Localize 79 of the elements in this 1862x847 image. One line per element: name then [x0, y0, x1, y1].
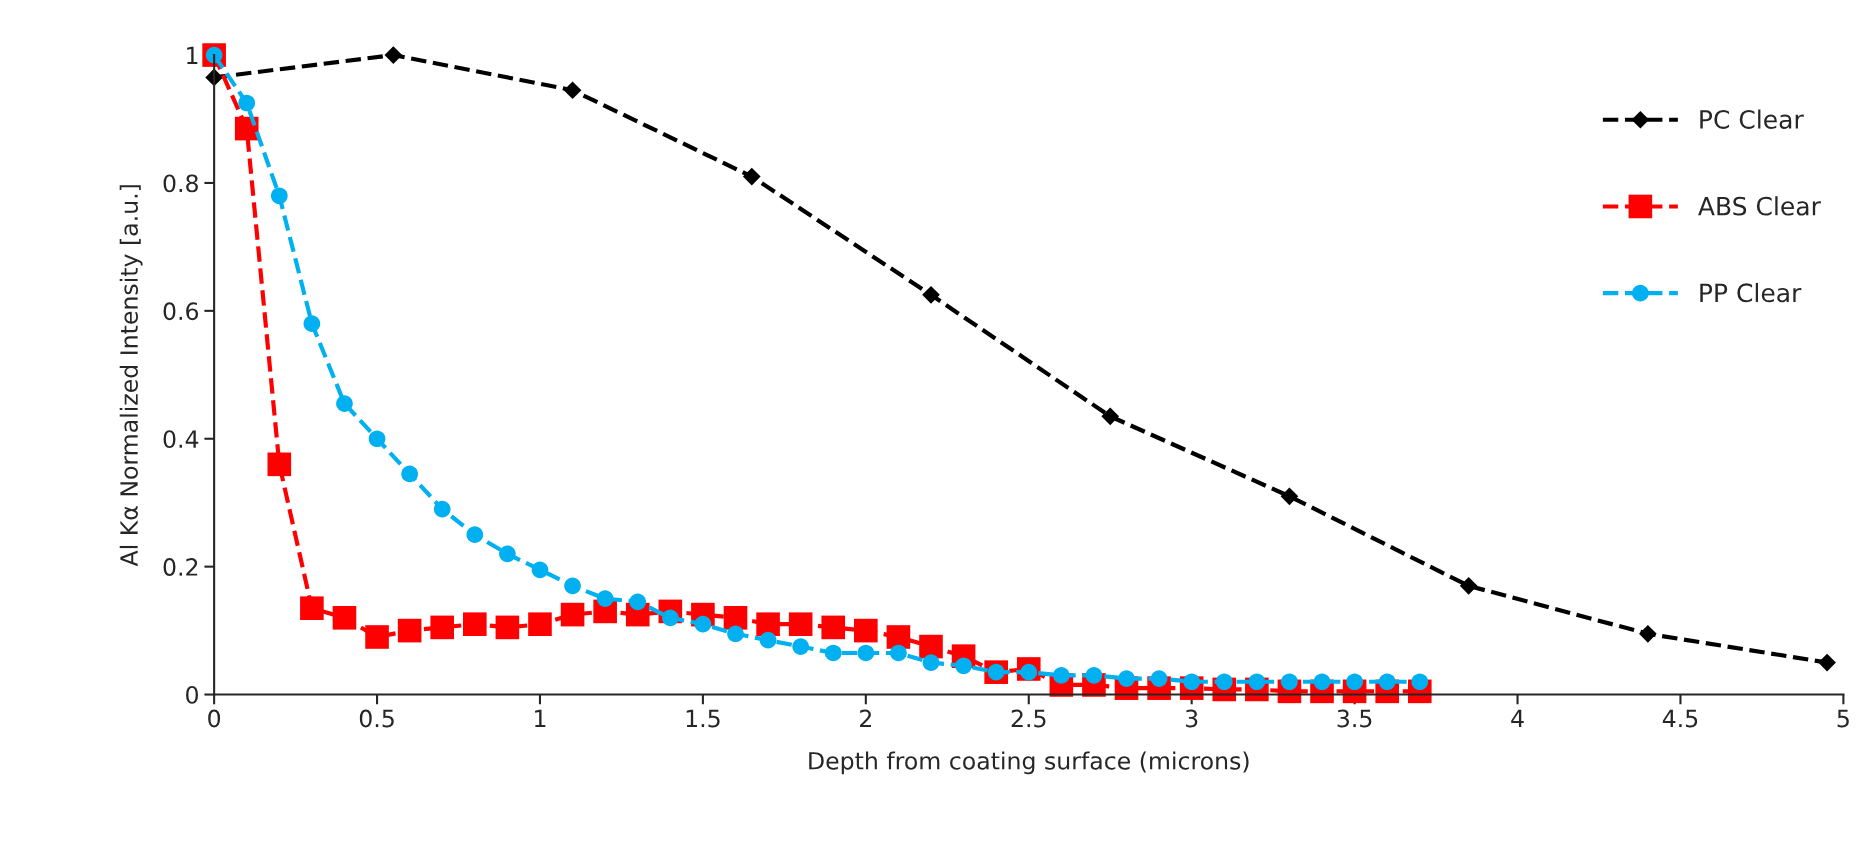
point	[430, 615, 455, 640]
point	[922, 654, 940, 671]
point	[694, 615, 712, 633]
point	[788, 612, 813, 636]
point	[1118, 670, 1135, 687]
point	[433, 500, 451, 518]
point	[1411, 673, 1429, 691]
point	[531, 561, 549, 579]
point	[300, 596, 324, 621]
point	[824, 644, 842, 662]
point	[854, 618, 878, 643]
point	[742, 167, 761, 186]
x-tick-label: 0	[208, 709, 221, 728]
x-tick-label: 5	[1837, 709, 1849, 728]
point	[922, 286, 940, 304]
point	[365, 625, 389, 649]
y-tick-label: 0	[186, 685, 198, 704]
point	[890, 644, 907, 662]
point	[267, 452, 292, 477]
point	[919, 634, 943, 659]
point	[270, 187, 288, 205]
point	[499, 545, 516, 563]
point	[723, 606, 748, 630]
point	[596, 590, 614, 607]
legend-label: PC Clear	[1700, 109, 1804, 129]
point	[564, 577, 581, 595]
point	[238, 94, 256, 112]
x-tick-label: 2.5	[1011, 709, 1046, 728]
point	[1150, 670, 1168, 687]
point	[466, 526, 484, 543]
point	[303, 315, 321, 332]
point	[629, 593, 647, 611]
y-tick-label: 0.6	[163, 302, 199, 321]
point	[886, 625, 911, 649]
point	[384, 46, 403, 64]
point	[1280, 487, 1299, 506]
point	[368, 430, 386, 448]
x-tick-label: 3	[1185, 709, 1198, 728]
point	[857, 644, 875, 662]
y-tick-label: 0.4	[163, 430, 199, 449]
point	[759, 631, 777, 649]
point	[1085, 667, 1103, 684]
point	[1346, 673, 1363, 691]
y-tick-label: 0.8	[163, 174, 198, 193]
point	[727, 625, 744, 643]
x-tick-label: 1	[535, 709, 546, 728]
x-tick-label: 3.5	[1337, 709, 1372, 728]
x-tick-label: 2	[860, 709, 871, 728]
point	[1101, 407, 1120, 426]
point	[955, 657, 972, 675]
point	[1459, 576, 1478, 595]
x-tick-label: 4.5	[1662, 709, 1698, 728]
point	[401, 465, 418, 483]
y-axis-title: Al Kα Normalized Intensity [a.u.]	[119, 185, 143, 567]
point	[332, 606, 357, 630]
point	[463, 612, 487, 636]
point	[563, 81, 582, 100]
point	[1313, 673, 1331, 691]
legend-label: PP Clear	[1700, 282, 1802, 303]
point	[792, 638, 809, 655]
point	[336, 395, 353, 412]
point	[495, 615, 520, 640]
point	[1639, 624, 1657, 643]
point	[528, 612, 552, 636]
x-tick-label: 1.5	[686, 709, 720, 728]
point	[397, 618, 422, 643]
y-tick-label: 0.2	[163, 558, 198, 576]
point	[560, 602, 585, 627]
point	[1281, 673, 1298, 691]
point	[1053, 667, 1070, 684]
y-tick-label: 1	[187, 46, 198, 65]
legend-label: ABS Clear	[1698, 196, 1821, 216]
point	[821, 615, 846, 640]
point	[756, 612, 780, 636]
x-tick-label: 0.5	[359, 709, 394, 728]
x-axis-title: Depth from coating surface (microns)	[809, 751, 1249, 775]
point	[1818, 653, 1836, 672]
point	[1378, 673, 1396, 691]
x-tick-label: 4	[1511, 709, 1524, 728]
